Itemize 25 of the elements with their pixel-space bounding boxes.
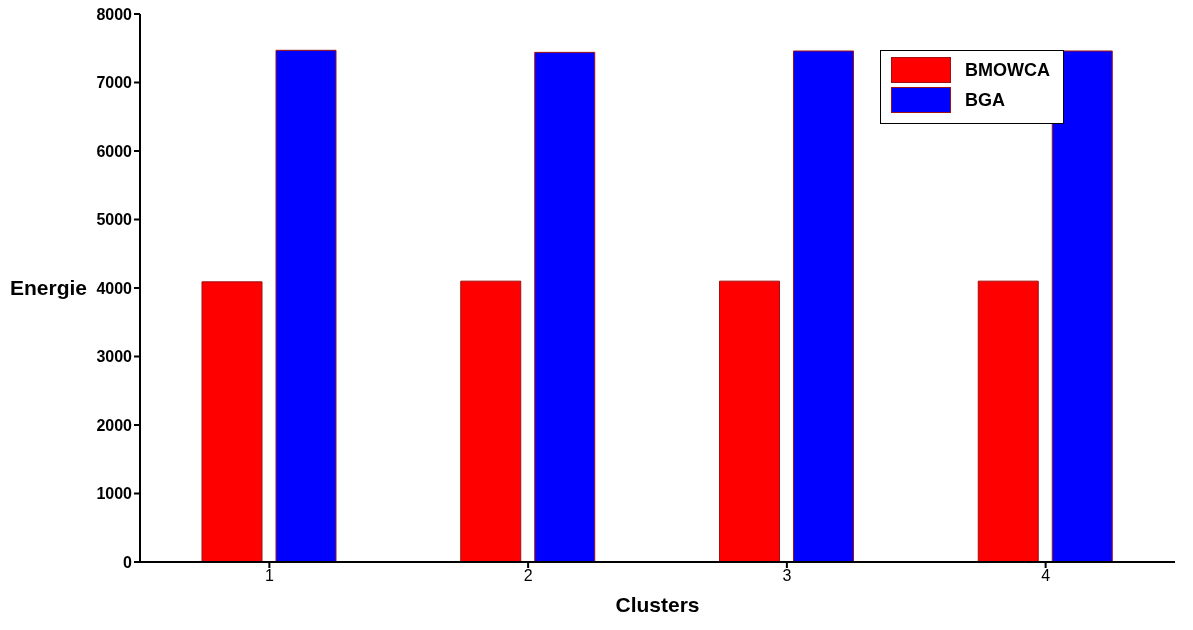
x-axis-title: Clusters [615,593,700,616]
x-tick-label: 3 [782,567,792,585]
y-tick-label: 4000 [96,279,133,297]
x-tick-label: 1 [264,567,274,585]
y-tick-label: 6000 [96,142,133,160]
y-axis-title: Energie [10,276,88,300]
legend-label: BMOWCA [965,59,1050,81]
y-tick-label: 0 [123,553,133,571]
bar [1051,50,1113,562]
y-tick-label: 8000 [96,5,133,23]
bar [534,51,596,562]
x-tick-label: 2 [523,567,533,585]
y-tick-label: 1000 [96,485,133,503]
bar [460,280,522,562]
bar [201,281,263,562]
y-tick-label: 2000 [96,416,133,434]
bar [719,280,780,562]
bar [793,50,854,562]
legend-label: BGA [965,89,1005,111]
y-tick-label: 5000 [96,211,133,229]
y-tick-label: 7000 [96,74,133,92]
bar [275,49,337,562]
x-tick-label: 4 [1041,567,1051,585]
y-tick-label: 3000 [96,348,133,366]
bar [977,280,1039,562]
